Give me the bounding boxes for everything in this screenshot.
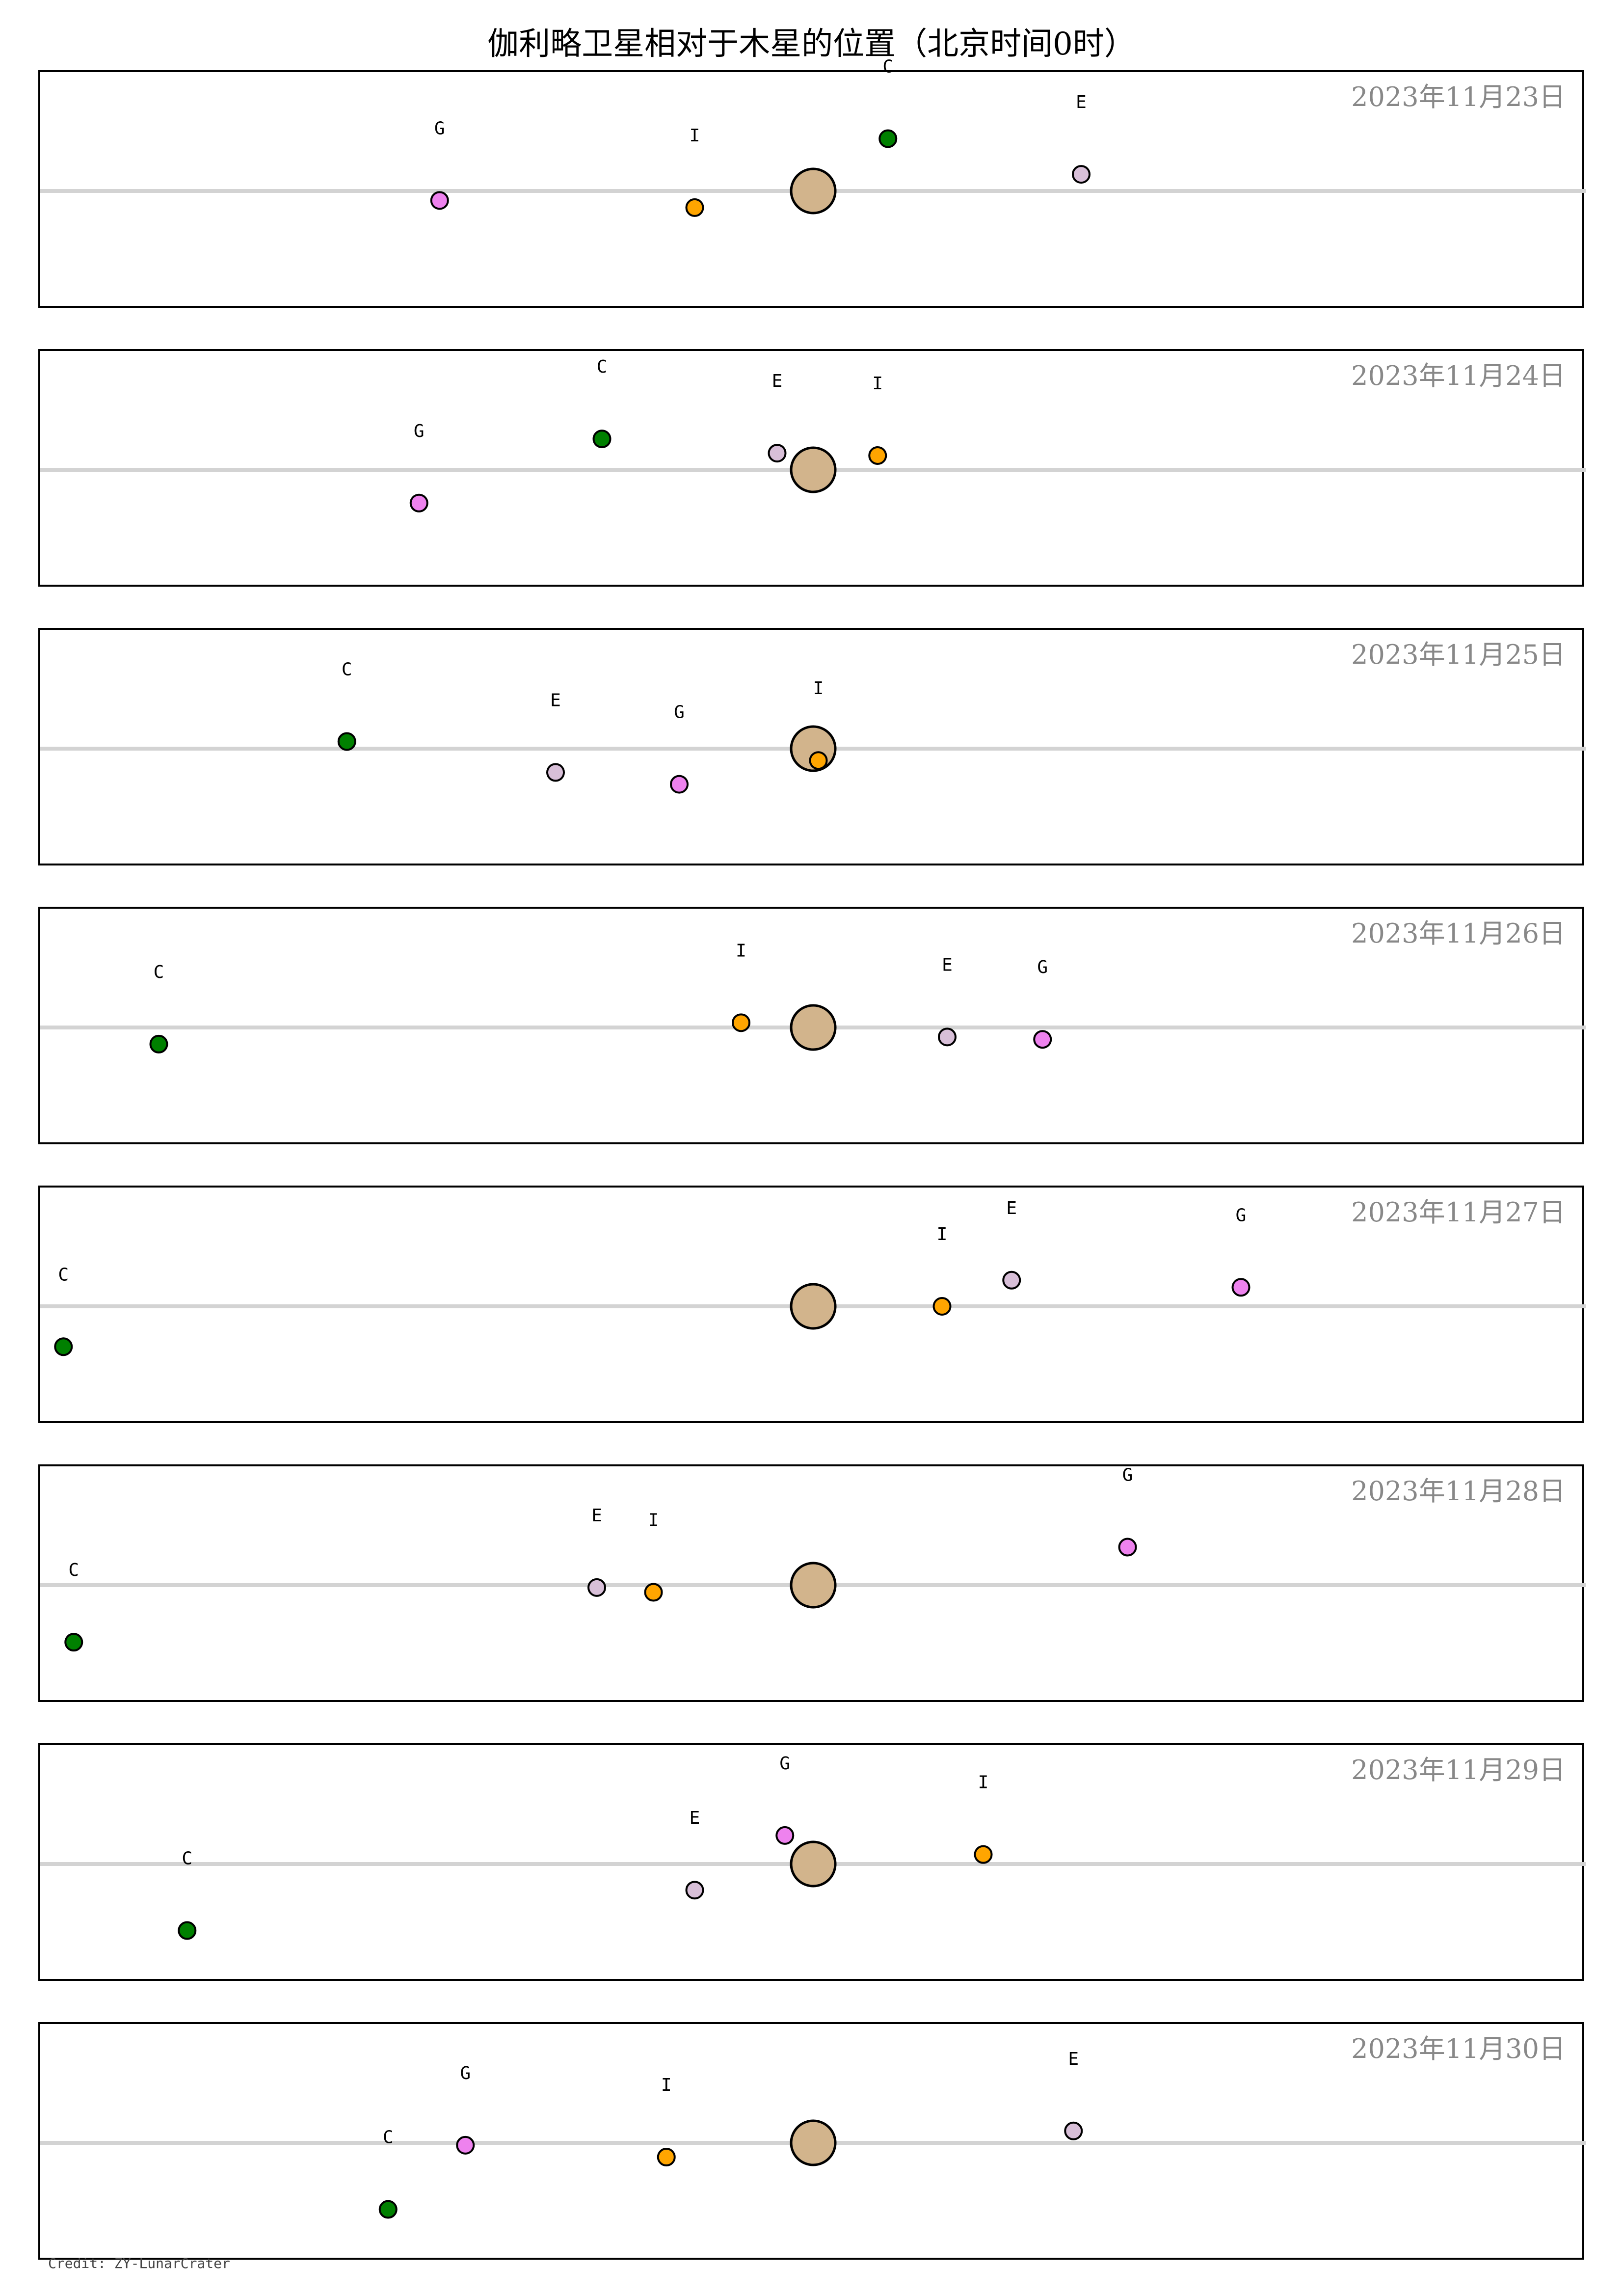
moon-point-C xyxy=(337,732,356,751)
jupiter-marker xyxy=(790,1562,837,1609)
jupiter-marker xyxy=(790,1840,837,1888)
moon-label-I: I xyxy=(661,2075,672,2095)
moon-label-C: C xyxy=(342,659,352,679)
moon-label-E: E xyxy=(550,690,561,710)
moon-label-E: E xyxy=(942,955,953,975)
moon-point-E xyxy=(768,444,787,463)
moon-point-G xyxy=(775,1826,795,1845)
panel-6: C E I G 2023年11月28日 xyxy=(38,1464,1586,1702)
moon-point-E xyxy=(546,763,565,782)
jupiter-marker xyxy=(790,2119,837,2166)
panel-date: 2023年11月24日 xyxy=(1351,360,1566,391)
panel-date: 2023年11月27日 xyxy=(1351,1197,1566,1228)
moon-point-I xyxy=(685,198,704,217)
moon-label-I: I xyxy=(736,941,746,961)
moon-point-G xyxy=(456,2135,475,2155)
panel-2: G C E I 2023年11月24日 xyxy=(38,349,1586,587)
moon-point-G xyxy=(430,191,449,210)
panel-plot: C E G I xyxy=(40,659,1586,794)
moon-label-E: E xyxy=(1076,92,1087,112)
jupiter-marker xyxy=(790,446,837,493)
moon-label-G: G xyxy=(1236,1205,1247,1225)
moon-point-I xyxy=(974,1845,993,1864)
moon-point-C xyxy=(178,1921,197,1940)
moon-label-E: E xyxy=(591,1506,602,1526)
moon-label-E: E xyxy=(1068,2049,1079,2069)
moon-label-I: I xyxy=(648,1511,659,1531)
panel-3: C E G I 2023年11月25日 xyxy=(38,628,1586,865)
moon-point-E xyxy=(1002,1270,1021,1290)
moon-label-C: C xyxy=(182,1849,192,1869)
panel-8: C G I E 2023年11月30日 xyxy=(38,2022,1586,2260)
panel-plot: C E I G xyxy=(40,1465,1586,1652)
jupiter-marker xyxy=(790,1004,837,1051)
moon-label-E: E xyxy=(772,371,783,391)
moon-point-C xyxy=(878,129,898,148)
moon-point-G xyxy=(670,775,689,794)
moon-point-I xyxy=(657,2148,676,2167)
panel-date: 2023年11月28日 xyxy=(1351,1476,1566,1507)
panel-7: C E G I 2023年11月29日 xyxy=(38,1743,1586,1981)
moon-point-C xyxy=(592,430,612,449)
panel-5: C I E G 2023年11月27日 xyxy=(38,1186,1586,1423)
panel-plot: C E G I xyxy=(40,1754,1586,1940)
moon-point-E xyxy=(938,1027,957,1047)
moon-point-C xyxy=(54,1337,73,1356)
panel-plot: G I C E xyxy=(40,57,1586,217)
panel-plot: C G I E xyxy=(40,2049,1586,2219)
panel-1: G I C E 2023年11月23日 xyxy=(38,57,1586,308)
moon-label-G: G xyxy=(414,421,425,441)
jupiter-marker xyxy=(790,167,837,215)
moon-label-G: G xyxy=(1037,957,1048,977)
moon-label-C: C xyxy=(597,357,608,377)
moon-label-I: I xyxy=(937,1224,948,1244)
panel-plot: C I E G xyxy=(40,1198,1586,1356)
moon-label-G: G xyxy=(460,2063,471,2083)
moon-label-I: I xyxy=(813,678,824,699)
moon-label-I: I xyxy=(690,126,700,146)
moon-point-C xyxy=(149,1034,168,1053)
panel-date: 2023年11月23日 xyxy=(1351,81,1566,112)
panel-plot: C I E G xyxy=(40,941,1586,1053)
moon-label-G: G xyxy=(1122,1465,1133,1486)
panel-date: 2023年11月29日 xyxy=(1351,1755,1566,1785)
moon-point-I xyxy=(732,1013,750,1032)
moon-point-G xyxy=(1231,1278,1251,1297)
moon-point-G xyxy=(1033,1030,1052,1049)
moon-point-C xyxy=(64,1633,83,1652)
moon-point-E xyxy=(685,1881,704,1900)
moon-point-I xyxy=(644,1583,663,1602)
jupiter-marker xyxy=(790,1283,837,1330)
moon-point-E xyxy=(1072,165,1091,184)
moon-label-C: C xyxy=(383,2128,394,2148)
moon-label-E: E xyxy=(690,1808,700,1828)
chart-title: 伽利略卫星相对于木星的位置（北京时间0时） xyxy=(487,26,1136,62)
moon-label-I: I xyxy=(872,374,883,394)
moon-label-G: G xyxy=(674,702,685,723)
moon-label-C: C xyxy=(154,962,164,982)
moon-label-G: G xyxy=(779,1754,790,1774)
credit-text: Credit: ZY-LunarCrater xyxy=(48,2255,230,2271)
moon-point-E xyxy=(1064,2121,1083,2140)
panel-date: 2023年11月26日 xyxy=(1351,918,1566,949)
moon-label-G: G xyxy=(434,118,445,138)
moon-point-I xyxy=(809,751,828,770)
moon-label-C: C xyxy=(68,1560,79,1580)
panel-date: 2023年11月25日 xyxy=(1351,639,1566,670)
moon-label-I: I xyxy=(978,1773,989,1793)
moon-label-E: E xyxy=(1006,1198,1017,1218)
panel-date: 2023年11月30日 xyxy=(1351,2033,1566,2064)
moon-point-I xyxy=(932,1297,952,1316)
moon-label-C: C xyxy=(882,57,893,77)
panel-4: C I E G 2023年11月26日 xyxy=(38,907,1586,1144)
moon-point-G xyxy=(409,493,428,513)
moon-point-E xyxy=(587,1578,606,1597)
moon-point-C xyxy=(378,2200,398,2219)
panel-plot: G C E I xyxy=(40,357,1586,513)
moon-point-G xyxy=(1118,1538,1137,1557)
moon-label-C: C xyxy=(58,1265,69,1285)
moon-point-I xyxy=(868,446,887,465)
